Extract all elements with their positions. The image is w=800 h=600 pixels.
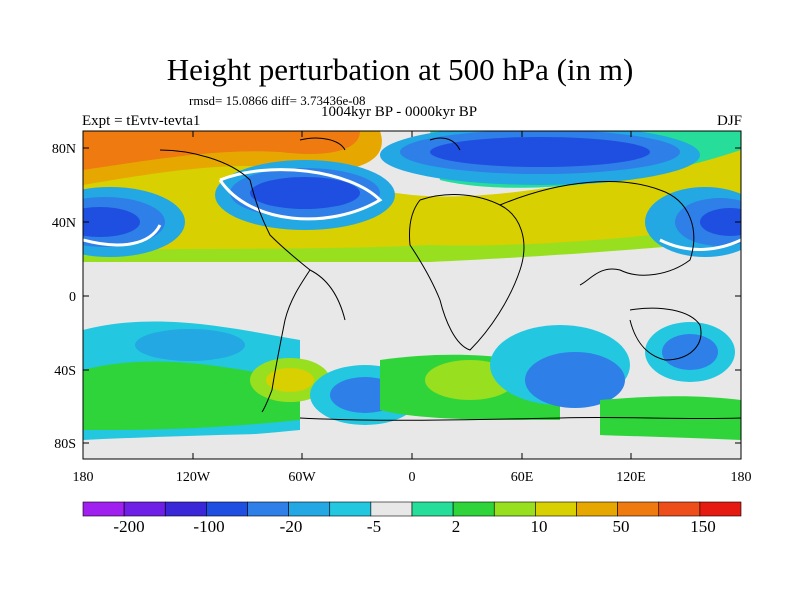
lat-label: 0 [69, 290, 76, 305]
lon-label: 60E [511, 470, 534, 485]
colorbar-box [452, 501, 495, 517]
map-field [83, 131, 741, 459]
colorbar-label: -20 [280, 517, 303, 536]
colorbar-box [658, 501, 701, 517]
lat-label: 80N [52, 142, 76, 157]
plot-title: Height perturbation at 500 hPa (in m) [166, 52, 634, 87]
colorbar-label: 50 [613, 517, 630, 536]
colorbar-box [288, 501, 331, 517]
lon-label: 180 [73, 470, 94, 485]
colorbar-box [82, 501, 125, 517]
colorbar-box [329, 501, 372, 517]
lat-label: 40S [54, 364, 76, 379]
coastlines [159, 137, 741, 421]
colorbar-box [247, 501, 289, 517]
lon-label: 180 [731, 470, 752, 485]
lat-label: 80S [54, 437, 76, 452]
lon-label: 60W [288, 470, 316, 485]
lon-label: 120E [616, 470, 646, 485]
latitude-axis: 80N 40N 0 40S 80S [52, 142, 741, 452]
colorbar-label: -5 [367, 517, 381, 536]
colorbar-label: -200 [113, 517, 144, 536]
colorbar-label: -100 [193, 517, 224, 536]
colorbar-box [370, 501, 413, 517]
longitude-axis: 180 120W 60W 0 60E 120E 180 [73, 131, 752, 485]
experiment-text: Expt = tEvtv-tevta1 [82, 113, 201, 129]
colorbar-box [206, 501, 248, 517]
stats-text: rmsd= 15.0866 diff= 3.73436e-08 [189, 93, 366, 108]
lon-label: 120W [176, 470, 211, 485]
colorbar: -200 -100 -20 -5 2 10 50 150 [82, 501, 742, 536]
colorbar-box [699, 501, 742, 517]
colorbar-box [123, 501, 166, 517]
colorbar-box [164, 501, 207, 517]
period-text: 1004kyr BP - 0000kyr BP [321, 104, 478, 120]
colorbar-label: 2 [452, 517, 461, 536]
season-text: DJF [716, 113, 742, 129]
colorbar-box [493, 501, 536, 517]
colorbar-box [617, 501, 660, 517]
colorbar-box [411, 501, 454, 517]
colorbar-box [535, 501, 577, 517]
lat-label: 40N [52, 216, 76, 231]
colorbar-label: 10 [531, 517, 548, 536]
colorbar-label: 150 [690, 517, 716, 536]
colorbar-box [576, 501, 618, 517]
lon-label: 0 [409, 470, 416, 485]
